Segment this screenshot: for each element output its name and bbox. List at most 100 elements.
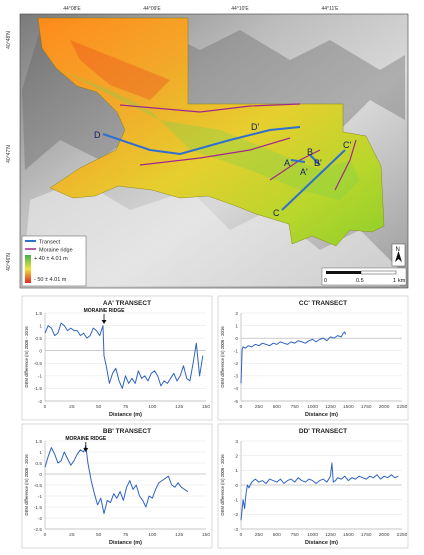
map-legend: Transect Moraine ridge + 40 ± 4.01 m - 5… [21,235,87,287]
transect-aa-line [290,159,306,163]
transect-label: C [273,208,280,218]
transect-labels: D D' A A' B B' C C' [94,122,351,218]
y-tick-label: 0 [235,483,238,489]
annotation-arrow-head [83,448,89,452]
coordinate-label: 44°08'E [63,6,81,12]
transect-label: A [284,158,290,168]
y-tick-label: 2 [235,311,238,317]
x-tick-label: 500 [273,532,281,538]
x-tick-label: 1000 [307,532,318,538]
x-tick-label: 1500 [343,404,354,410]
transect-dd-line [102,126,301,156]
x-axis-label: Distance (m) [109,412,142,418]
x-tick-label: 500 [273,404,281,410]
y-tick-label: -3 [234,527,239,533]
x-tick-label: 100 [148,532,156,538]
x-tick-label: 150 [202,404,210,410]
x-tick-label: 125 [175,532,183,538]
north-arrow-icon [395,251,402,262]
y-tick-label: -1 [38,494,43,500]
x-tick-label: 1250 [325,532,336,538]
y-tick-label: -1 [234,349,239,355]
x-tick-label: 250 [255,404,263,410]
transect-bb-line [309,154,321,166]
x-tick-label: 750 [291,404,299,410]
y-tick-label: -1.5 [34,386,43,392]
x-tick-label: 1000 [307,404,318,410]
coordinate-label: 40°48'N [6,31,12,49]
y-tick-label: 1 [39,450,42,456]
x-tick-label: 2250 [397,532,408,538]
x-tick-label: 1500 [343,532,354,538]
x-tick-label: 750 [291,532,299,538]
coordinate-labels-top: 44°08'E 44°09'E 44°10'E 44°11'E [63,6,339,12]
chart-frame [21,423,213,549]
y-tick-label: -0.5 [34,483,43,489]
scale-segment-dark [326,271,361,274]
moraine-ridge-line [334,139,357,191]
y-axis-label: DEM difference (m) 2006 - 2016 [24,454,29,516]
x-tick-label: 1250 [325,404,336,410]
y-tick-label: -2 [234,361,239,367]
scale-unit: km [398,278,406,284]
y-tick-label: 0 [39,472,42,478]
x-axis-label: Distance (m) [109,540,142,546]
annotation-arrow-head [101,320,107,324]
moraine-ridge-line [139,137,291,166]
transect-label: D' [251,122,259,132]
coordinate-label: 40°47'N [6,145,12,163]
data-series-line [44,444,189,515]
legend-ramp-high: + 40 ± 4.01 m [34,256,68,262]
transect-label: B' [314,158,322,168]
coordinate-label: 40°46'N [6,253,12,271]
y-tick-label: 1 [39,323,42,329]
coordinate-labels-left: 40°48'N 40°47'N 40°46'N [6,31,12,271]
y-tick-label: 1.5 [35,439,42,445]
map-panel: 44°08'E 44°09'E 44°10'E 44°11'E 40°48'N40°4… [6,6,409,289]
scale-label: 1 [393,278,396,284]
y-tick-label: 0.5 [35,336,42,342]
y-tick-label: -0.5 [34,361,43,367]
x-tick-label: 0 [44,404,47,410]
dem-green-zone [60,70,360,200]
y-tick-label: 1.5 [35,311,42,317]
y-tick-label: -4 [234,386,239,392]
y-tick-label: -2 [38,399,43,405]
x-tick-label: 2000 [379,532,390,538]
x-tick-label: 0 [240,532,243,538]
y-axis-label: DEM difference (m) 2006 - 2016 [24,326,29,388]
y-axis-label: DEM difference (m) 2006 - 2016 [220,326,225,388]
transect-label: B [307,147,313,157]
x-tick-label: 0 [44,532,47,538]
y-tick-label: -3 [234,374,239,380]
scale-bar: 0 0.5 1 km [321,267,407,286]
scale-label: 0.5 [356,278,364,284]
y-tick-label: 2 [235,453,238,459]
moraine-ridge-line [119,103,301,113]
x-tick-label: 25 [69,404,75,410]
scale-label: 0 [324,278,327,284]
x-axis-label: Distance (m) [305,540,338,546]
legend-ramp-low: - 50 ± 4.01 m [34,277,67,283]
chart-title: AA' TRANSECT [103,300,151,307]
north-label: N [396,247,400,253]
legend-label: Transect [39,240,61,246]
y-tick-label: -1 [38,374,43,380]
data-series-line [44,322,204,389]
x-tick-label: 1750 [361,532,372,538]
y-tick-label: 0 [235,336,238,342]
y-tick-label: -2 [234,512,239,518]
data-series-line [240,462,399,521]
y-axis-label: DEM difference (m) 2006 - 2016 [220,454,225,516]
x-tick-label: 100 [148,404,156,410]
x-tick-label: 250 [255,532,263,538]
coordinate-label: 44°10'E [231,6,249,12]
transect-label: A' [300,167,308,177]
moraine-ridge-line [269,149,321,181]
x-tick-label: 50 [96,532,102,538]
